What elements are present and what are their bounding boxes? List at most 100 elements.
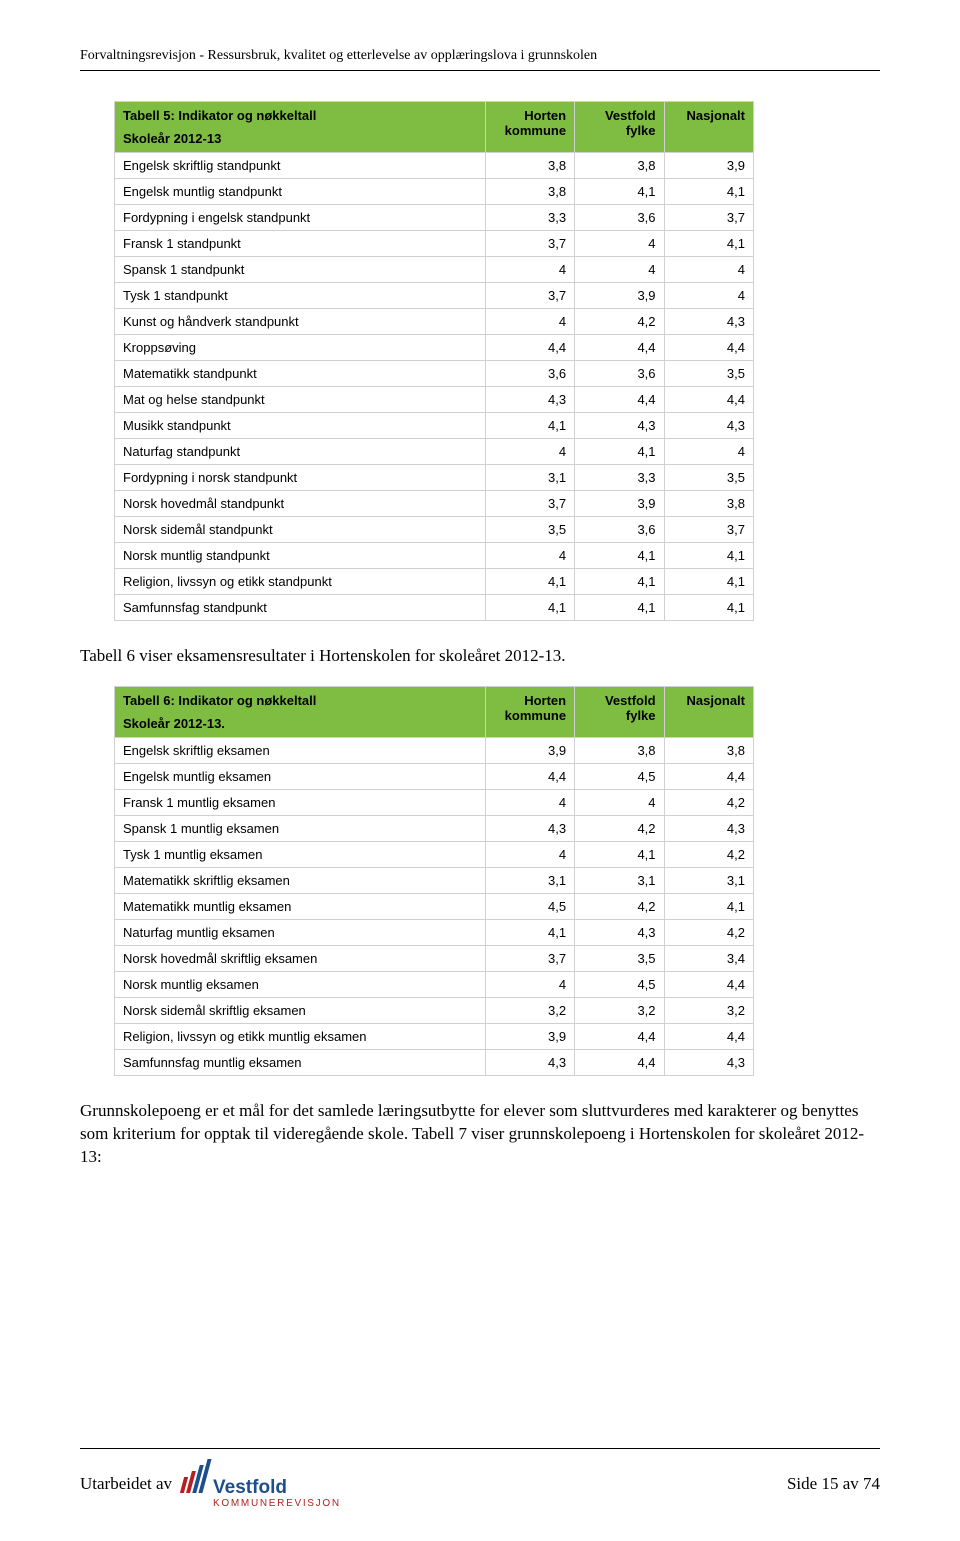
table-row: Engelsk muntlig eksamen4,44,54,4 (115, 763, 754, 789)
row-value: 3,3 (485, 205, 574, 231)
row-label: Norsk hovedmål standpunkt (115, 491, 486, 517)
row-label: Matematikk muntlig eksamen (115, 893, 486, 919)
table-row: Kroppsøving4,44,44,4 (115, 335, 754, 361)
row-value: 3,2 (664, 997, 753, 1023)
row-label: Engelsk muntlig eksamen (115, 763, 486, 789)
row-value: 4 (485, 789, 574, 815)
header-rule (80, 70, 880, 71)
row-value: 4,4 (575, 387, 664, 413)
row-value: 4 (485, 971, 574, 997)
row-value: 4,1 (575, 543, 664, 569)
row-value: 4 (575, 231, 664, 257)
row-label: Fordypning i norsk standpunkt (115, 465, 486, 491)
table-row: Fordypning i engelsk standpunkt3,33,63,7 (115, 205, 754, 231)
row-value: 4,4 (664, 971, 753, 997)
row-value: 4,1 (664, 569, 753, 595)
table6-header-title: Tabell 6: Indikator og nøkkeltall Skoleå… (115, 686, 486, 737)
row-value: 4,2 (664, 789, 753, 815)
table5-header-title: Tabell 5: Indikator og nøkkeltall Skoleå… (115, 102, 486, 153)
row-value: 3,6 (575, 361, 664, 387)
row-value: 4,4 (664, 1023, 753, 1049)
row-label: Religion, livssyn og etikk standpunkt (115, 569, 486, 595)
table-row: Norsk muntlig standpunkt44,14,1 (115, 543, 754, 569)
row-label: Norsk muntlig standpunkt (115, 543, 486, 569)
row-value: 4,4 (485, 335, 574, 361)
table-row: Religion, livssyn og etikk standpunkt 4,1… (115, 569, 754, 595)
row-value: 4,1 (485, 413, 574, 439)
row-value: 3,6 (575, 517, 664, 543)
row-value: 4 (485, 841, 574, 867)
table-row: Tysk 1 standpunkt3,73,94 (115, 283, 754, 309)
table-row: Norsk muntlig eksamen44,54,4 (115, 971, 754, 997)
row-value: 4 (485, 543, 574, 569)
row-value: 3,7 (485, 491, 574, 517)
table-row: Spansk 1 muntlig eksamen4,34,24,3 (115, 815, 754, 841)
row-value: 4,1 (664, 179, 753, 205)
table6-wrapper: Tabell 6: Indikator og nøkkeltall Skoleå… (114, 686, 754, 1076)
row-value: 3,8 (664, 491, 753, 517)
row-value: 4,3 (664, 413, 753, 439)
row-value: 3,6 (485, 361, 574, 387)
table-row: Norsk sidemål standpunkt3,53,63,7 (115, 517, 754, 543)
row-value: 4,3 (485, 815, 574, 841)
row-value: 4 (485, 309, 574, 335)
row-value: 4,3 (664, 309, 753, 335)
row-label: Norsk sidemål skriftlig eksamen (115, 997, 486, 1023)
row-value: 4,4 (664, 335, 753, 361)
row-value: 4 (485, 257, 574, 283)
row-label: Tysk 1 muntlig eksamen (115, 841, 486, 867)
row-value: 4,2 (664, 841, 753, 867)
row-value: 4,3 (485, 1049, 574, 1075)
row-value: 4,4 (575, 1023, 664, 1049)
table6: Tabell 6: Indikator og nøkkeltall Skoleå… (114, 686, 754, 1076)
row-label: Matematikk standpunkt (115, 361, 486, 387)
row-value: 3,3 (575, 465, 664, 491)
row-value: 3,2 (575, 997, 664, 1023)
footer: Utarbeidet av Vestfold KOMMUNEREVISJON S… (80, 1448, 880, 1509)
table-row: Naturfag standpunkt44,14 (115, 439, 754, 465)
row-value: 4,1 (485, 595, 574, 621)
row-label: Engelsk skriftlig eksamen (115, 737, 486, 763)
table-row: Fransk 1 standpunkt3,744,1 (115, 231, 754, 257)
table-row: Mat og helse standpunkt4,34,44,4 (115, 387, 754, 413)
row-value: 4,2 (575, 309, 664, 335)
row-label: Fordypning i engelsk standpunkt (115, 205, 486, 231)
table-row: Fordypning i norsk standpunkt3,13,33,5 (115, 465, 754, 491)
row-value: 4,2 (575, 893, 664, 919)
row-value: 3,4 (664, 945, 753, 971)
footer-left: Utarbeidet av Vestfold KOMMUNEREVISJON (80, 1459, 341, 1509)
row-label: Norsk muntlig eksamen (115, 971, 486, 997)
table6-title-l2: Skoleår 2012-13. (123, 716, 477, 731)
table-row: Norsk sidemål skriftlig eksamen3,23,23,2 (115, 997, 754, 1023)
row-value: 4,1 (485, 919, 574, 945)
footer-page-number: Side 15 av 74 (787, 1474, 880, 1494)
row-label: Religion, livssyn og etikk muntlig eksam… (115, 1023, 486, 1049)
table5: Tabell 5: Indikator og nøkkeltall Skoleå… (114, 101, 754, 621)
row-label: Spansk 1 standpunkt (115, 257, 486, 283)
running-header: Forvaltningsrevisjon - Ressursbruk, kval… (80, 48, 880, 64)
row-value: 4,4 (575, 1049, 664, 1075)
table5-wrapper: Tabell 5: Indikator og nøkkeltall Skoleå… (114, 101, 754, 621)
row-value: 4,5 (575, 763, 664, 789)
row-value: 3,5 (664, 465, 753, 491)
table-row: Norsk hovedmål standpunkt3,73,93,8 (115, 491, 754, 517)
row-value: 3,9 (664, 153, 753, 179)
closing-paragraph: Grunnskolepoeng er et mål for det samled… (80, 1100, 880, 1169)
row-label: Norsk hovedmål skriftlig eksamen (115, 945, 486, 971)
table5-col3: Nasjonalt (664, 102, 753, 153)
row-label: Musikk standpunkt (115, 413, 486, 439)
footer-left-text: Utarbeidet av (80, 1474, 172, 1494)
row-label: Fransk 1 muntlig eksamen (115, 789, 486, 815)
row-label: Norsk sidemål standpunkt (115, 517, 486, 543)
row-value: 4,1 (575, 179, 664, 205)
row-value: 4 (485, 439, 574, 465)
row-label: Samfunnsfag standpunkt (115, 595, 486, 621)
table5-col2: Vestfold fylke (575, 102, 664, 153)
logo-stripes-icon (182, 1459, 207, 1493)
row-value: 3,6 (575, 205, 664, 231)
logo: Vestfold KOMMUNEREVISJON (182, 1459, 341, 1509)
row-label: Naturfag standpunkt (115, 439, 486, 465)
table5-title-l1: Tabell 5: Indikator og nøkkeltall (123, 108, 477, 123)
table-row: Naturfag muntlig eksamen4,14,34,2 (115, 919, 754, 945)
logo-main-text: Vestfold (213, 1478, 341, 1497)
